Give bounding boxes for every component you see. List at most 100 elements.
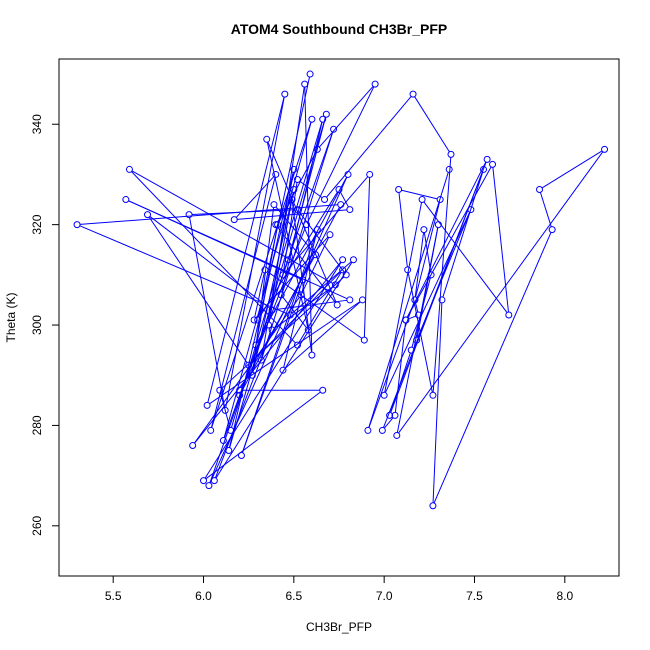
series-line-segment bbox=[277, 226, 336, 303]
chart-title: ATOM4 Southbound CH3Br_PFP bbox=[231, 21, 447, 37]
y-tick-label: 300 bbox=[30, 315, 44, 335]
series-line-segment bbox=[368, 172, 449, 428]
series-line-segment bbox=[267, 271, 363, 339]
series-line-segment bbox=[339, 191, 349, 208]
data-point bbox=[279, 271, 287, 279]
series-line-segment bbox=[128, 200, 301, 280]
series-line-segment bbox=[254, 272, 265, 318]
series-line-segment bbox=[307, 86, 375, 223]
data-point bbox=[189, 441, 197, 449]
data-point bbox=[227, 426, 235, 434]
series-line-segment bbox=[256, 176, 348, 343]
data-point bbox=[144, 211, 152, 219]
data-point bbox=[250, 316, 258, 324]
data-point bbox=[342, 271, 350, 279]
series-line-segment bbox=[252, 207, 275, 373]
data-point bbox=[483, 155, 491, 163]
x-tick-label: 6.0 bbox=[195, 589, 212, 603]
data-point bbox=[391, 411, 399, 419]
series-line-segment bbox=[255, 227, 278, 343]
x-tick-label: 7.0 bbox=[376, 589, 393, 603]
data-point bbox=[434, 221, 442, 229]
series-line-segment bbox=[192, 209, 295, 215]
data-point bbox=[467, 206, 475, 214]
data-point bbox=[505, 311, 513, 319]
data-point bbox=[548, 226, 556, 234]
series-line-segment bbox=[266, 142, 309, 328]
series-line-segment bbox=[415, 302, 419, 313]
x-axis: 5.5 6.0 6.5 7.0 7.5 8.0 bbox=[105, 576, 573, 603]
series-line-segment bbox=[257, 76, 310, 318]
data-point bbox=[349, 256, 357, 264]
data-point bbox=[409, 90, 417, 98]
series-line-segment bbox=[301, 237, 330, 293]
series-line-segment bbox=[368, 302, 415, 428]
series-line-segment bbox=[79, 225, 288, 315]
data-point bbox=[125, 165, 133, 173]
data-point bbox=[268, 326, 276, 334]
data-point bbox=[290, 186, 298, 194]
data-point bbox=[346, 296, 354, 304]
data-point bbox=[301, 80, 309, 88]
x-tick-label: 6.5 bbox=[285, 589, 302, 603]
series-line-segment bbox=[267, 141, 337, 303]
series-line-segment bbox=[433, 232, 552, 504]
series-line-segment bbox=[205, 391, 321, 480]
series-line-segment bbox=[382, 172, 483, 428]
data-point bbox=[319, 115, 327, 123]
series-line-segment bbox=[408, 315, 416, 320]
series-line-segment bbox=[383, 417, 394, 429]
series-line-segment bbox=[276, 201, 291, 223]
data-point bbox=[360, 336, 368, 344]
plot-frame bbox=[58, 58, 620, 577]
data-point bbox=[261, 266, 269, 274]
series-line-segment bbox=[148, 216, 248, 363]
data-point bbox=[257, 356, 265, 364]
data-point bbox=[402, 316, 410, 324]
data-point bbox=[418, 196, 426, 204]
data-point bbox=[601, 145, 609, 153]
data-point bbox=[313, 226, 321, 234]
data-point bbox=[230, 216, 238, 224]
data-point bbox=[339, 256, 347, 264]
y-tick-label: 260 bbox=[30, 515, 44, 535]
data-point bbox=[319, 386, 327, 394]
series-line-segment bbox=[240, 257, 315, 388]
y-axis: 260 280 300 320 340 bbox=[30, 114, 59, 536]
data-point bbox=[480, 165, 488, 173]
y-tick-label: 320 bbox=[30, 214, 44, 234]
data-point bbox=[270, 201, 278, 209]
data-point bbox=[277, 291, 285, 299]
series-line-segment bbox=[221, 276, 345, 389]
data-point bbox=[407, 346, 415, 354]
data-point bbox=[413, 336, 421, 344]
series-line-segment bbox=[396, 227, 439, 433]
data-point bbox=[302, 221, 310, 229]
series-line-segment bbox=[401, 189, 438, 200]
data-point bbox=[436, 196, 444, 204]
data-point bbox=[380, 391, 388, 399]
series-line-segment bbox=[131, 170, 334, 284]
data-point bbox=[263, 135, 271, 143]
data-point bbox=[290, 165, 298, 173]
data-point bbox=[445, 165, 453, 173]
data-point bbox=[411, 296, 419, 304]
x-tick-label: 8.0 bbox=[556, 589, 573, 603]
series-line-segment bbox=[241, 232, 317, 453]
series-line-segment bbox=[299, 180, 323, 199]
y-axis-label: Theta (K) bbox=[4, 292, 18, 342]
data-point bbox=[335, 186, 343, 194]
x-axis-label: CH3Br_PFP bbox=[306, 620, 372, 634]
series-line-segment bbox=[228, 172, 294, 448]
data-point bbox=[414, 311, 422, 319]
data-point bbox=[293, 175, 301, 183]
data-point bbox=[438, 296, 446, 304]
data-point bbox=[331, 281, 339, 289]
x-tick-label: 5.5 bbox=[105, 589, 122, 603]
data-point bbox=[288, 196, 296, 204]
data-point bbox=[447, 150, 455, 158]
data-point bbox=[299, 276, 307, 284]
series-line-segment bbox=[284, 301, 361, 369]
data-point bbox=[308, 115, 316, 123]
data-point bbox=[393, 431, 401, 439]
